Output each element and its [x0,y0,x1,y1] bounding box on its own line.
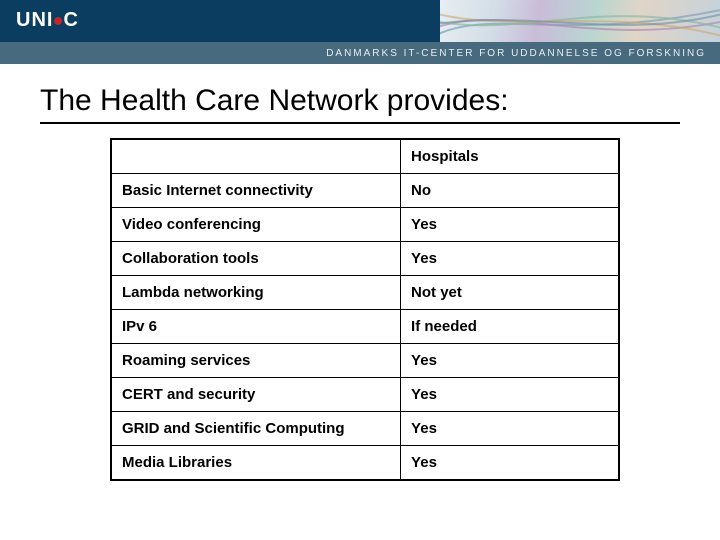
service-name-cell: Collaboration tools [111,242,401,276]
table-header-hospitals: Hospitals [401,139,619,174]
service-value-cell: Yes [401,344,619,378]
service-name-cell: Roaming services [111,344,401,378]
table-row: Roaming servicesYes [111,344,619,378]
table-header-row: Hospitals [111,139,619,174]
table-row: Collaboration toolsYes [111,242,619,276]
service-value-cell: Yes [401,412,619,446]
logo: UNI C [16,9,79,32]
service-value-cell: Yes [401,378,619,412]
subheader-band: DANMARKS IT-CENTER FOR UDDANNELSE OG FOR… [0,42,720,64]
table-row: CERT and securityYes [111,378,619,412]
service-name-cell: Lambda networking [111,276,401,310]
table-row: Lambda networkingNot yet [111,276,619,310]
table-row: Media LibrariesYes [111,446,619,481]
logo-dot-icon [54,17,62,25]
table-row: GRID and Scientific ComputingYes [111,412,619,446]
table-header-empty [111,139,401,174]
service-value-cell: Yes [401,208,619,242]
services-table-wrap: HospitalsBasic Internet connectivityNoVi… [110,138,620,481]
service-value-cell: Yes [401,446,619,481]
service-value-cell: Yes [401,242,619,276]
table-row: Basic Internet connectivityNo [111,174,619,208]
logo-prefix: UNI [16,9,53,32]
table-row: Video conferencingYes [111,208,619,242]
service-name-cell: GRID and Scientific Computing [111,412,401,446]
services-table: HospitalsBasic Internet connectivityNoVi… [110,138,620,481]
logo-suffix: C [63,9,78,32]
header-band: UNI C [0,0,720,42]
table-row: IPv 6If needed [111,310,619,344]
service-name-cell: CERT and security [111,378,401,412]
service-name-cell: IPv 6 [111,310,401,344]
service-name-cell: Media Libraries [111,446,401,481]
page-title: The Health Care Network provides: [40,84,680,124]
service-value-cell: Not yet [401,276,619,310]
header-art [440,0,720,42]
subheader-text: DANMARKS IT-CENTER FOR UDDANNELSE OG FOR… [326,48,706,59]
service-value-cell: If needed [401,310,619,344]
service-name-cell: Video conferencing [111,208,401,242]
service-name-cell: Basic Internet connectivity [111,174,401,208]
service-value-cell: No [401,174,619,208]
